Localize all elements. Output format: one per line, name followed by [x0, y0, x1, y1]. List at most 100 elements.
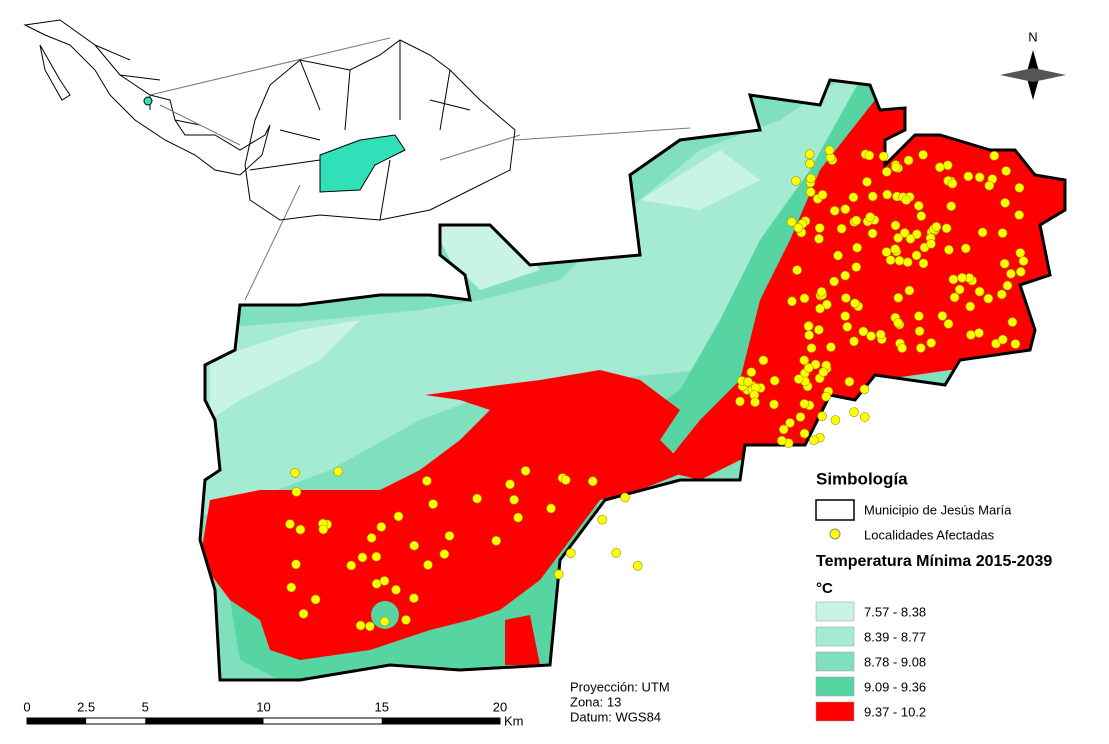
locality-dot	[851, 262, 862, 272]
locality-dot	[491, 535, 502, 546]
locality-dot	[865, 212, 875, 222]
locality-dot	[795, 412, 806, 422]
locality-dot	[890, 244, 901, 254]
locality-dot	[881, 167, 892, 177]
locality-dot	[286, 582, 297, 593]
legend-dot	[829, 528, 841, 540]
locality-dot	[984, 180, 995, 191]
locality-dot	[769, 399, 779, 410]
locality-dot	[891, 162, 901, 172]
locality-dot	[814, 223, 825, 233]
locality-dot	[942, 160, 953, 171]
locality-dot	[365, 621, 375, 632]
locality-dot	[867, 191, 878, 202]
locality-dot	[379, 576, 390, 586]
locality-dot	[310, 594, 321, 605]
locality-dot	[893, 317, 903, 328]
inset-map	[23, 19, 691, 301]
affected-localities	[285, 145, 1029, 632]
locality-dot	[949, 292, 960, 303]
locality-dot	[948, 274, 959, 285]
locality-dot	[366, 533, 377, 543]
legend-class-label: 8.39 - 8.77	[864, 629, 926, 644]
legend-item: Localidades Afectadas	[864, 527, 995, 542]
scale-segment	[27, 718, 87, 724]
legend-class-label: 9.37 - 10.2	[864, 704, 926, 719]
locality-dot	[862, 177, 872, 187]
locality-dot	[947, 178, 958, 189]
locality-dot	[941, 223, 952, 234]
locality-dot	[787, 296, 797, 307]
locality-dot	[750, 397, 760, 408]
locality-dot	[902, 257, 913, 268]
locality-dot	[291, 559, 301, 570]
scale-label: 10	[256, 699, 270, 714]
locality-dot	[999, 258, 1010, 269]
locality-dot	[934, 162, 945, 173]
locality-dot	[805, 158, 815, 169]
locality-dot	[826, 342, 836, 352]
locality-dot	[803, 363, 814, 373]
locality-dot	[804, 149, 815, 159]
locality-dot	[842, 321, 853, 332]
locality-dot	[901, 195, 912, 205]
locality-dot	[735, 396, 745, 407]
locality-dot	[371, 551, 382, 562]
legend-swatch	[815, 499, 855, 521]
zone-7-57	[210, 150, 760, 420]
legend-swatch	[815, 676, 855, 697]
locality-dot	[977, 227, 988, 238]
legend-class-label: 7.57 - 8.38	[864, 604, 926, 619]
locality-dot	[851, 215, 862, 226]
locality-dot	[816, 286, 827, 297]
legend-swatch	[815, 651, 855, 672]
locality-dot	[1018, 256, 1029, 266]
locality-dot	[817, 190, 828, 200]
locality-dot	[882, 189, 893, 200]
locality-dot	[983, 293, 994, 304]
locality-dot	[439, 549, 450, 559]
state-outline	[244, 39, 516, 221]
locality-dot	[799, 399, 810, 409]
locality-dot	[1014, 210, 1025, 220]
locality-dot	[295, 524, 306, 535]
locality-dot	[918, 258, 929, 269]
locality-dot	[472, 493, 482, 504]
scale-segment	[145, 718, 264, 724]
locality-dot	[785, 418, 795, 428]
locality-dot	[1006, 268, 1016, 279]
locality-dot	[878, 151, 889, 162]
locality-dot	[963, 171, 974, 182]
locality-dot	[913, 201, 924, 211]
locality-dot	[520, 466, 531, 476]
locality-dot	[1002, 280, 1013, 291]
locality-dot	[840, 204, 851, 214]
mexico-states	[94, 44, 201, 126]
locality-dot	[916, 211, 927, 221]
locality-dot	[905, 234, 916, 244]
legend-swatch	[815, 626, 855, 647]
locality-dot	[1015, 266, 1026, 277]
locality-dot	[376, 522, 387, 532]
locality-dot	[937, 311, 948, 321]
locality-dot	[814, 324, 824, 335]
locality-dot	[821, 391, 831, 402]
locality-dot	[899, 228, 910, 238]
locality-dot	[859, 412, 870, 422]
scale-label: 20	[493, 699, 507, 714]
locality-dot	[997, 228, 1008, 238]
locality-dot	[778, 424, 789, 435]
projection: Proyección: UTM	[570, 679, 670, 694]
locality-dot	[989, 151, 1000, 161]
locality-dot	[903, 155, 914, 166]
locality-dot	[743, 376, 753, 387]
locality-dot	[926, 239, 936, 249]
locality-dot	[746, 367, 757, 378]
locality-dot	[1007, 317, 1018, 327]
locality-dot	[849, 336, 859, 347]
locality-dot	[966, 330, 976, 340]
locality-dot	[803, 321, 814, 332]
locality-dot	[914, 311, 924, 321]
locality-dot	[852, 242, 862, 253]
locality-dot	[1000, 198, 1010, 208]
